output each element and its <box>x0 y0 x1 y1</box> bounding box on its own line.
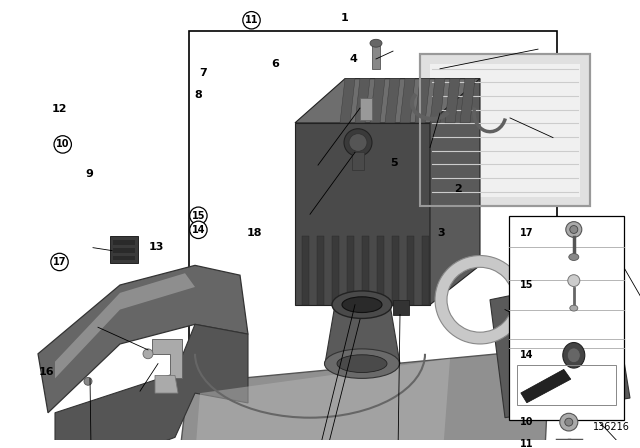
Ellipse shape <box>570 226 578 233</box>
Ellipse shape <box>567 348 580 363</box>
Ellipse shape <box>564 418 573 426</box>
Text: 2: 2 <box>454 184 461 194</box>
Bar <box>420 54 590 207</box>
Bar <box>509 216 624 421</box>
Bar <box>110 236 138 263</box>
Text: 18: 18 <box>246 228 262 238</box>
Bar <box>113 255 135 260</box>
Polygon shape <box>422 236 429 305</box>
Ellipse shape <box>527 282 602 410</box>
Text: 17: 17 <box>52 257 67 267</box>
Polygon shape <box>430 78 445 123</box>
Text: 4: 4 <box>350 55 358 65</box>
Polygon shape <box>45 447 170 448</box>
Ellipse shape <box>84 377 92 385</box>
Polygon shape <box>377 236 384 305</box>
Ellipse shape <box>566 222 582 237</box>
Polygon shape <box>55 324 248 448</box>
Polygon shape <box>460 78 475 123</box>
Polygon shape <box>490 275 630 418</box>
Polygon shape <box>332 236 339 305</box>
Polygon shape <box>295 78 480 123</box>
Ellipse shape <box>349 134 367 151</box>
Ellipse shape <box>344 129 372 156</box>
Text: 15: 15 <box>191 211 205 221</box>
Text: 9: 9 <box>86 169 93 179</box>
Bar <box>360 98 372 120</box>
Ellipse shape <box>324 349 399 379</box>
Text: 12: 12 <box>52 104 67 114</box>
Ellipse shape <box>569 254 579 260</box>
Polygon shape <box>295 123 430 305</box>
Polygon shape <box>445 78 460 123</box>
Polygon shape <box>355 78 370 123</box>
Polygon shape <box>400 78 415 123</box>
Polygon shape <box>152 339 182 379</box>
Polygon shape <box>420 54 590 207</box>
Polygon shape <box>155 375 178 393</box>
Ellipse shape <box>370 39 382 47</box>
Polygon shape <box>362 236 369 305</box>
Text: 10: 10 <box>56 139 70 150</box>
Ellipse shape <box>337 355 387 372</box>
Text: 14: 14 <box>191 225 205 235</box>
Ellipse shape <box>342 297 382 313</box>
Polygon shape <box>430 64 580 197</box>
Polygon shape <box>190 359 450 448</box>
Polygon shape <box>521 369 571 403</box>
Text: 3: 3 <box>438 228 445 238</box>
Polygon shape <box>165 349 550 448</box>
Polygon shape <box>392 236 399 305</box>
Text: 17: 17 <box>520 228 534 238</box>
Polygon shape <box>430 78 480 305</box>
Polygon shape <box>347 236 354 305</box>
Polygon shape <box>370 78 385 123</box>
Ellipse shape <box>541 306 589 385</box>
Bar <box>113 240 135 245</box>
Polygon shape <box>38 265 248 413</box>
Ellipse shape <box>551 323 579 370</box>
Bar <box>393 300 409 315</box>
Text: 16: 16 <box>39 367 54 377</box>
Text: 136216: 136216 <box>593 422 630 432</box>
Polygon shape <box>325 305 400 364</box>
Polygon shape <box>385 78 400 123</box>
Ellipse shape <box>563 343 585 368</box>
Bar <box>517 366 616 405</box>
Polygon shape <box>415 78 430 123</box>
Bar <box>189 31 557 383</box>
Polygon shape <box>302 236 309 305</box>
Text: 15: 15 <box>520 280 534 289</box>
Text: 8: 8 <box>195 90 202 99</box>
Bar <box>372 44 380 69</box>
Text: 7: 7 <box>200 68 207 78</box>
Text: 5: 5 <box>390 158 397 168</box>
Bar <box>113 248 135 253</box>
Text: 11: 11 <box>520 439 534 448</box>
Ellipse shape <box>570 305 578 311</box>
Text: 11: 11 <box>244 15 259 25</box>
Text: 1: 1 <box>340 13 348 23</box>
Ellipse shape <box>332 291 392 319</box>
Ellipse shape <box>560 414 578 431</box>
Text: 13: 13 <box>149 241 164 252</box>
Ellipse shape <box>568 275 580 287</box>
Polygon shape <box>317 236 324 305</box>
Polygon shape <box>407 236 414 305</box>
Text: 14: 14 <box>520 350 534 360</box>
Ellipse shape <box>143 349 153 359</box>
Bar <box>352 152 364 170</box>
Polygon shape <box>340 78 355 123</box>
Text: 6: 6 <box>271 59 279 69</box>
Text: 10: 10 <box>520 417 534 427</box>
Polygon shape <box>55 273 195 379</box>
